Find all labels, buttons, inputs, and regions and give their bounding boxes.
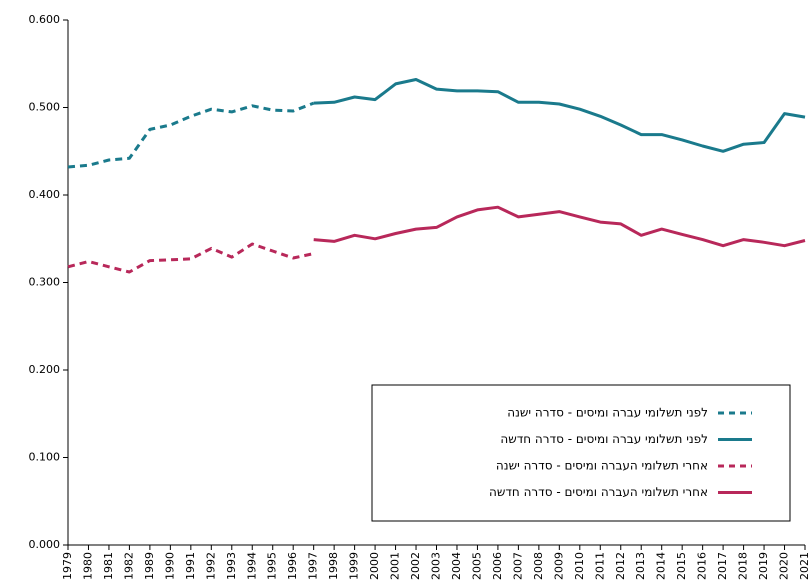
x-tick-label: 2011 <box>593 552 606 580</box>
x-tick-label: 2012 <box>614 552 627 580</box>
x-tick-label: 1993 <box>225 552 238 580</box>
x-tick-label: 2019 <box>757 552 770 580</box>
x-tick-label: 2013 <box>634 552 647 580</box>
x-tick-label: 2015 <box>675 552 688 580</box>
x-tick-label: 2017 <box>716 552 729 580</box>
y-tick-label: 0.200 <box>29 363 61 376</box>
x-tick-label: 2018 <box>737 552 750 580</box>
x-tick-label: 2021 <box>798 552 811 580</box>
x-tick-label: 2001 <box>389 552 402 580</box>
x-tick-label: 1996 <box>286 552 299 580</box>
y-tick-label: 0.600 <box>29 13 61 26</box>
x-tick-label: 2004 <box>450 552 463 580</box>
x-tick-label: 1992 <box>204 552 217 580</box>
x-tick-label: 2010 <box>573 552 586 580</box>
legend-box <box>371 384 791 522</box>
x-tick-label: 2000 <box>368 552 381 580</box>
y-tick-label: 0.300 <box>29 276 61 289</box>
legend-label: לפני תשלומי עברה ומיסים - סדרה חדשה <box>500 432 708 446</box>
x-tick-label: 2002 <box>409 552 422 580</box>
x-tick-label: 2006 <box>491 552 504 580</box>
series-line <box>67 101 315 169</box>
x-tick-label: 2020 <box>778 552 791 580</box>
x-tick-label: 1981 <box>102 552 115 580</box>
y-tick-label: 0.000 <box>29 538 61 551</box>
x-tick-label: 1982 <box>122 552 135 580</box>
x-tick-label: 2008 <box>532 552 545 580</box>
x-tick-label: 1997 <box>307 552 320 580</box>
x-tick-label: 1991 <box>184 552 197 580</box>
x-tick-label: 1994 <box>245 552 258 580</box>
x-tick-label: 2007 <box>511 552 524 580</box>
x-tick-label: 1989 <box>143 552 156 580</box>
x-tick-label: 2016 <box>696 552 709 580</box>
series-line <box>67 242 315 274</box>
x-tick-label: 2014 <box>655 552 668 580</box>
x-tick-label: 1979 <box>61 552 74 580</box>
x-tick-label: 2003 <box>430 552 443 580</box>
y-tick-label: 0.400 <box>29 188 61 201</box>
y-tick-label: 0.100 <box>29 451 61 464</box>
legend-label: אחרי תשלומי העברה ומיסים - סדרה חדשה <box>489 485 708 499</box>
x-tick-label: 1980 <box>81 552 94 580</box>
legend-label: אחרי תשלומי העברה ומיסים - סדרה ישנה <box>496 459 708 473</box>
x-tick-label: 1990 <box>163 552 176 580</box>
x-tick-label: 2005 <box>470 552 483 580</box>
x-tick-label: 1999 <box>348 552 361 580</box>
y-tick-label: 0.500 <box>29 101 61 114</box>
x-tick-label: 1998 <box>327 552 340 580</box>
x-tick-label: 1995 <box>266 552 279 580</box>
x-tick-label: 2009 <box>552 552 565 580</box>
series-line <box>313 78 806 153</box>
series-line <box>313 205 806 248</box>
legend-label: לפני תשלומי עברה ומיסים - סדרה ישנה <box>507 406 708 420</box>
